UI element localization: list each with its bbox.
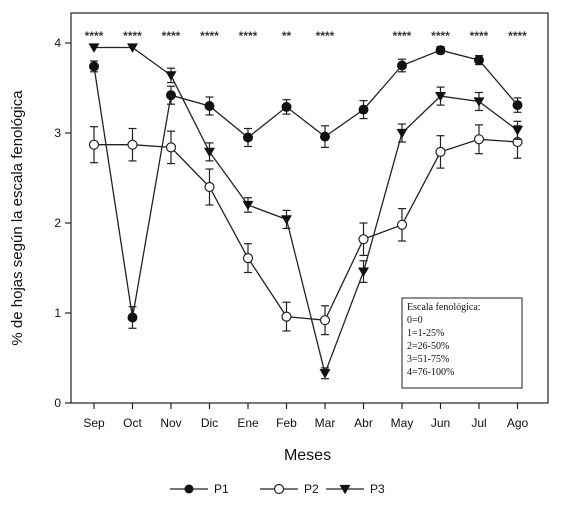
data-point — [512, 126, 523, 135]
legend-item-P2: P2 — [260, 482, 319, 496]
legend-marker — [185, 485, 194, 494]
x-tick-label: Dic — [201, 416, 218, 430]
x-tick-label: Oct — [123, 416, 142, 430]
y-tick-label: 4 — [54, 36, 61, 50]
data-point — [90, 140, 99, 149]
data-point — [244, 254, 253, 263]
legend-label: P1 — [214, 482, 229, 496]
legend-item-P1: P1 — [170, 482, 229, 496]
scale-box-entry: 0=0 — [407, 315, 423, 326]
data-point — [474, 97, 485, 106]
significance-label: **** — [162, 29, 181, 43]
scale-box-entry: 1=1-25% — [407, 328, 444, 339]
legend-item-P3: P3 — [326, 482, 385, 496]
data-point — [321, 316, 330, 325]
phenology-scale-box: Escala fenológica: 0=0 1=1-25% 2=26-50% 3=51… — [402, 298, 522, 388]
legend-marker — [275, 485, 284, 494]
scale-box-entry: 3=51-75% — [407, 354, 449, 365]
series-P1 — [90, 46, 523, 329]
significance-label: **** — [123, 29, 142, 43]
data-point — [359, 105, 368, 114]
data-point — [475, 135, 484, 144]
data-point — [243, 201, 254, 210]
data-point — [205, 183, 214, 192]
data-point — [475, 56, 484, 65]
data-point — [398, 61, 407, 70]
data-point — [204, 148, 215, 157]
data-point — [166, 71, 177, 80]
x-tick-label: Abr — [354, 416, 373, 430]
data-point — [205, 102, 214, 111]
data-point — [513, 101, 522, 110]
x-tick-label: Feb — [276, 416, 297, 430]
y-axis-label: % de hojas según la escala fenológica — [9, 90, 26, 346]
significance-label: **** — [85, 29, 104, 43]
significance-label: **** — [316, 29, 335, 43]
scale-box-title: Escala fenológica: — [407, 302, 481, 313]
x-tick-label: Nov — [160, 416, 181, 430]
legend-label: P2 — [304, 482, 319, 496]
x-tick-label: Sep — [83, 416, 105, 430]
significance-label: **** — [393, 29, 412, 43]
data-point — [436, 147, 445, 156]
data-point — [167, 143, 176, 152]
significance-label: **** — [470, 29, 489, 43]
data-point — [128, 313, 137, 322]
data-point — [359, 235, 368, 244]
data-point — [321, 132, 330, 141]
y-tick-label: 3 — [54, 126, 61, 140]
data-point — [90, 62, 99, 71]
data-point — [282, 312, 291, 321]
significance-label: ** — [282, 29, 292, 43]
data-point — [320, 369, 331, 378]
data-point — [244, 133, 253, 142]
x-tick-label: May — [391, 416, 414, 430]
significance-label: **** — [508, 29, 527, 43]
significance-markers: **** **** **** **** **** ** **** **** **** **** **… — [85, 29, 528, 43]
significance-label: **** — [431, 29, 450, 43]
legend-label: P3 — [370, 482, 385, 496]
data-point — [436, 46, 445, 55]
data-point — [281, 215, 292, 224]
data-point — [397, 129, 408, 138]
significance-label: **** — [239, 29, 258, 43]
legend: P1 P2 P3 — [170, 482, 385, 496]
series-line — [94, 139, 518, 320]
data-point — [128, 140, 137, 149]
y-tick-label: 1 — [54, 306, 61, 320]
y-tick-label: 2 — [54, 216, 61, 230]
significance-label: **** — [200, 29, 219, 43]
x-tick-label: Mar — [315, 416, 336, 430]
scale-box-entry: 4=76-100% — [407, 367, 454, 378]
data-point — [282, 102, 291, 111]
data-point — [358, 267, 369, 276]
series-line — [94, 50, 518, 317]
data-point — [167, 91, 176, 100]
y-tick-label: 0 — [54, 396, 61, 410]
x-tick-label: Ago — [507, 416, 529, 430]
x-tick-label: Jun — [431, 416, 450, 430]
x-axis-label: Meses — [284, 447, 331, 464]
x-tick-label: Jul — [471, 416, 486, 430]
x-tick-label: Ene — [237, 416, 259, 430]
data-point — [398, 220, 407, 229]
scale-box-entry: 2=26-50% — [407, 341, 449, 352]
